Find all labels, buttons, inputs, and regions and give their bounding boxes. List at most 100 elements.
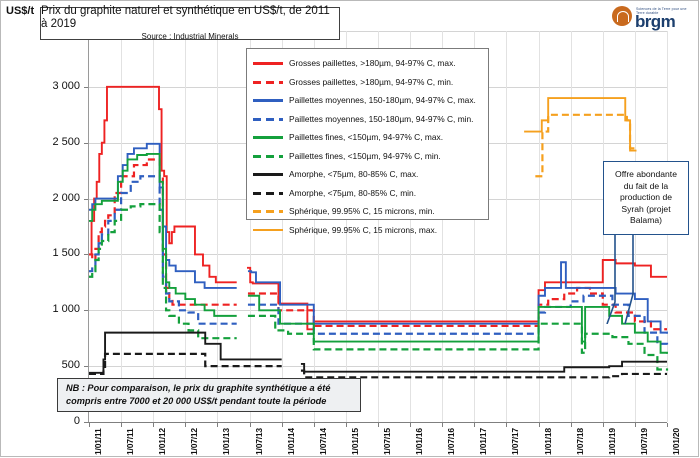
y-axis-tick-label: 2 500 xyxy=(52,135,80,148)
series-line xyxy=(300,369,667,379)
x-axis-tick-label: 1/01/13 xyxy=(221,428,232,455)
legend-item[interactable]: Grosses paillettes, >180µm, 94-97% C, ma… xyxy=(253,54,484,73)
series-line xyxy=(89,142,237,289)
x-axis-tick-label: 1/07/14 xyxy=(317,428,328,455)
legend-swatch-icon xyxy=(253,206,283,216)
brgm-tagline: Sciences de la Terre pour une Terre dura… xyxy=(636,7,687,15)
gridline-vertical xyxy=(410,31,412,422)
x-axis-tick-mark xyxy=(667,423,668,427)
series-line xyxy=(89,352,282,376)
brgm-logo: Sciences de la Terre pour une Terre dura… xyxy=(612,4,690,34)
gridline-vertical xyxy=(281,31,283,422)
y-axis-unit-label: US$/t xyxy=(6,5,35,17)
legend-swatch-icon xyxy=(253,225,283,235)
gridline-vertical xyxy=(153,31,155,422)
y-axis-tick-label: 1 000 xyxy=(52,303,80,316)
y-axis-tick-label: 0 xyxy=(73,415,80,427)
x-axis-tick-mark xyxy=(249,423,251,427)
legend-label: Sphérique, 99.95% C, 15 microns, max. xyxy=(289,224,438,235)
gridline-vertical xyxy=(345,31,347,422)
x-axis-tick-label: 1/01/18 xyxy=(542,428,553,455)
gridline-vertical xyxy=(313,31,315,422)
y-axis-tick-label: 3 000 xyxy=(52,79,80,92)
legend-swatch-icon xyxy=(253,77,283,87)
x-axis-tick-mark xyxy=(634,423,636,427)
x-axis-tick-mark xyxy=(538,423,540,427)
series-line xyxy=(89,331,282,374)
legend-swatch-icon xyxy=(253,151,283,161)
series-line xyxy=(89,203,237,340)
note-line-2: compris entre 7000 et 20 000 US$/t penda… xyxy=(66,396,327,406)
y-axis-tick-label: 1 500 xyxy=(52,247,80,260)
series-line xyxy=(89,175,237,325)
callout-line-1: Offre abondante xyxy=(615,169,677,180)
x-axis-tick-mark xyxy=(185,423,187,427)
x-axis-tick-mark xyxy=(378,423,379,427)
x-axis-tick-label: 1/07/15 xyxy=(382,428,392,455)
x-axis-tick-mark xyxy=(410,423,412,427)
legend-item[interactable]: Paillettes fines, <150µm, 94-97% C, min. xyxy=(253,147,484,166)
legend-item[interactable]: Sphérique, 99.95% C, 15 microns, min. xyxy=(253,202,484,221)
legend-item[interactable]: Paillettes fines, <150µm, 94-97% C, max. xyxy=(253,128,484,147)
y-axis-tick-label: 500 xyxy=(61,359,80,372)
x-axis-tick-label: 1/01/11 xyxy=(93,428,103,456)
legend-item[interactable]: Paillettes moyennes, 150-180µm, 94-97% C… xyxy=(253,110,484,129)
x-axis-line xyxy=(88,422,667,423)
callout-line-3: production de xyxy=(619,192,673,203)
legend-swatch-icon xyxy=(253,188,283,198)
x-axis-tick-label: 1/07/12 xyxy=(189,428,200,455)
gridline-vertical xyxy=(378,31,379,422)
series-line xyxy=(247,314,669,371)
chart-title-box: Prix du graphite naturel et synthétique … xyxy=(40,5,340,41)
x-axis-tick-label: 1/01/14 xyxy=(285,428,296,455)
legend-item[interactable]: Sphérique, 99.95% C, 15 microns, max. xyxy=(253,221,484,240)
brgm-globe-icon xyxy=(612,6,632,26)
legend-item[interactable]: Paillettes moyennes, 150-180µm, 94-97% C… xyxy=(253,91,484,110)
gridline-vertical xyxy=(538,31,540,422)
note-box: NB : Pour comparaison, le prix du graphi… xyxy=(57,378,361,412)
x-axis-tick-label: 1/01/12 xyxy=(157,428,168,455)
x-axis-tick-mark xyxy=(442,423,444,427)
x-axis-tick-mark xyxy=(89,423,90,427)
x-axis-tick-mark xyxy=(602,423,604,427)
x-axis-tick-mark xyxy=(506,423,508,427)
legend-swatch-icon xyxy=(253,95,283,105)
legend-label: Paillettes fines, <150µm, 94-97% C, min. xyxy=(289,150,441,161)
x-axis-tick-mark xyxy=(217,423,219,427)
legend-item[interactable]: Grosses paillettes, >180µm, 94-97% C, mi… xyxy=(253,73,484,92)
gridline-vertical xyxy=(474,31,476,422)
y-axis-tick-mark xyxy=(84,254,88,256)
gridline-vertical xyxy=(442,31,444,422)
y-axis-tick-label: 2 000 xyxy=(52,191,80,204)
x-axis-tick-label: 1/01/16 xyxy=(414,428,425,455)
callout-box: Offre abondante du fait de la production… xyxy=(603,161,689,235)
legend-swatch-icon xyxy=(253,169,283,179)
series-line xyxy=(524,97,637,152)
y-axis-tick-mark xyxy=(84,142,88,144)
gridline-vertical xyxy=(506,31,508,422)
x-axis-tick-mark xyxy=(121,423,123,427)
x-axis-tick-mark xyxy=(474,423,476,427)
legend-label: Paillettes moyennes, 150-180µm, 94-97% C… xyxy=(289,113,474,124)
x-axis-tick-mark xyxy=(345,423,347,427)
series-line xyxy=(247,294,668,354)
callout-line-4: Syrah (projet xyxy=(621,203,671,214)
legend-swatch-icon xyxy=(253,114,283,124)
series-line xyxy=(89,152,237,317)
gridline-vertical xyxy=(249,31,251,422)
legend-label: Sphérique, 99.95% C, 15 microns, min. xyxy=(289,206,435,217)
series-line xyxy=(89,158,237,306)
y-axis-tick-mark xyxy=(84,422,88,423)
legend-label: Paillettes fines, <150µm, 94-97% C, max. xyxy=(289,132,444,143)
legend-item[interactable]: Amorphe, <75µm, 80-85% C, min. xyxy=(253,184,484,203)
y-axis-tick-mark xyxy=(84,198,88,200)
note-line-1: NB : Pour comparaison, le prix du graphi… xyxy=(66,383,331,393)
y-axis-line xyxy=(88,31,89,423)
legend-item[interactable]: Amorphe, <75µm, 80-85% C, max. xyxy=(253,165,484,184)
chart-title: Prix du graphite naturel et synthétique … xyxy=(41,5,330,30)
series-lines xyxy=(89,85,669,379)
legend-swatch-icon xyxy=(253,58,283,68)
legend-label: Grosses paillettes, >180µm, 94-97% C, ma… xyxy=(289,58,456,69)
gridline-vertical xyxy=(570,31,572,422)
